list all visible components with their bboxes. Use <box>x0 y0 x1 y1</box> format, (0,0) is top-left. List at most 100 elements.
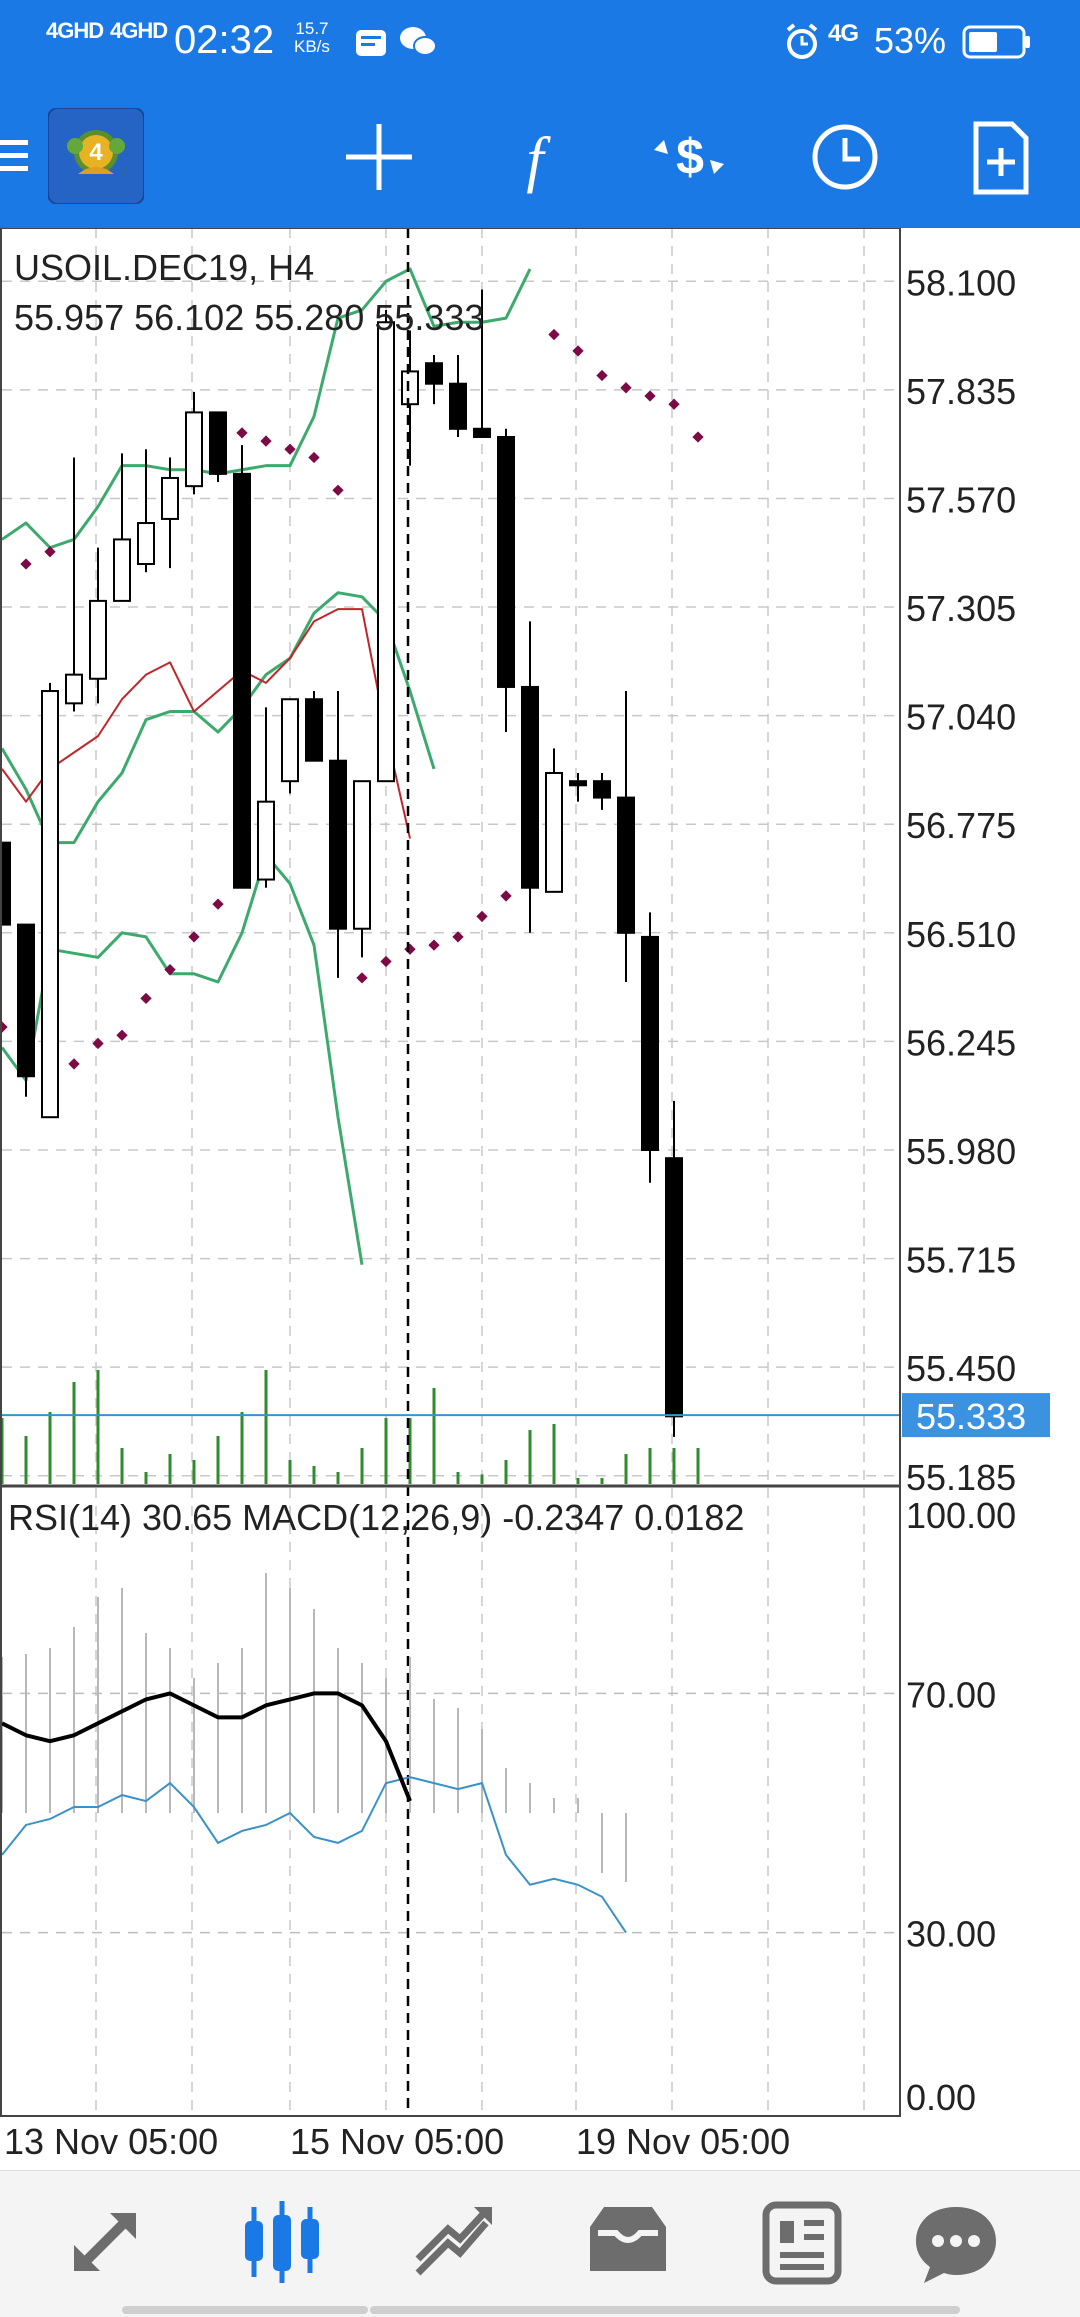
candle-body <box>281 698 299 783</box>
sar-point <box>668 398 680 410</box>
price-tick-label: 55.980 <box>906 1131 1016 1172</box>
time-tick-label: 15 Nov 05:00 <box>290 2121 504 2162</box>
svg-text:$: $ <box>676 129 704 185</box>
battery-icon <box>962 25 1030 59</box>
network-indicator-2: 4GHD <box>110 18 168 43</box>
trade-nav-icon[interactable] <box>404 2197 504 2287</box>
period-icon[interactable] <box>800 112 890 202</box>
candle-body <box>473 427 491 438</box>
sar-point <box>692 431 704 443</box>
sar-point <box>356 972 368 984</box>
sar-point <box>212 898 224 910</box>
sar-point <box>188 931 200 943</box>
time-tick-label: 13 Nov 05:00 <box>4 2121 218 2162</box>
candle-body <box>569 780 587 787</box>
price-tick-label: 56.245 <box>906 1022 1016 1063</box>
sar-point <box>428 939 440 951</box>
sar-point <box>20 558 32 570</box>
mt4-logo[interactable]: 4 <box>48 108 144 204</box>
price-tick-label: 55.450 <box>906 1348 1016 1389</box>
news-icon[interactable] <box>752 2197 852 2287</box>
candle-body <box>161 476 179 520</box>
candle-body <box>401 370 419 406</box>
sar-point <box>596 369 608 382</box>
chart-frame <box>0 227 901 2117</box>
candles <box>0 228 900 2116</box>
sar-point <box>644 390 656 402</box>
candle-body <box>593 780 611 799</box>
candle-body <box>113 538 131 602</box>
candle-body <box>185 411 203 488</box>
sar-point <box>548 328 560 341</box>
time-tick-label: 19 Nov 05:00 <box>576 2121 790 2162</box>
sar-point <box>260 435 272 447</box>
chart-grid <box>2 228 900 2116</box>
crosshair-icon[interactable] <box>334 112 424 202</box>
quotes-icon[interactable] <box>60 2197 160 2287</box>
sar-point <box>236 427 248 439</box>
sar-point <box>332 484 344 496</box>
price-tick-label: 57.040 <box>906 697 1016 738</box>
price-tick-label: 56.510 <box>906 914 1016 955</box>
candle-body <box>89 599 107 680</box>
ohlc-label: 55.957 56.102 55.280 55.333 <box>14 297 484 338</box>
price-chart[interactable]: USOIL.DEC19, H4 55.957 56.102 55.280 55.3… <box>0 227 1080 2170</box>
candle-body <box>641 935 659 1151</box>
candle-body <box>497 435 515 688</box>
network-indicator-3: 4G <box>828 20 859 47</box>
sar-point <box>68 1058 80 1070</box>
candle-body <box>257 800 275 881</box>
price-tick-label: 55.715 <box>906 1240 1016 1281</box>
price-tick-label: 57.305 <box>906 588 1016 629</box>
indicator-label: RSI(14) 30.65 MACD(12,26,9) -0.2347 0.01… <box>8 1497 744 1538</box>
candle-body <box>41 690 59 1119</box>
rsi-line <box>1 1776 627 1934</box>
sar-point <box>284 443 296 455</box>
candle-body <box>305 698 323 762</box>
macd-signal-line <box>1 1691 412 1802</box>
sar-point <box>308 451 320 464</box>
candle-body <box>449 382 467 430</box>
history-icon[interactable] <box>578 2197 678 2287</box>
sar-point <box>380 955 392 968</box>
candle-body <box>233 472 251 889</box>
app-notification-icon <box>356 30 386 56</box>
sar-point <box>92 1037 104 1050</box>
clock: 02:32 <box>174 18 275 62</box>
charts-icon[interactable] <box>232 2197 332 2287</box>
alarm-icon <box>786 23 818 59</box>
gesture-bar-left <box>122 2306 368 2314</box>
network-speed: 15.7 KB/s <box>294 19 330 56</box>
bollinger-upper-line <box>1 267 532 550</box>
chart-labels: USOIL.DEC19, H4 55.957 56.102 55.280 55.3… <box>4 247 1050 2162</box>
indicator-tick-label: 100.00 <box>906 1495 1016 1536</box>
candle-body <box>617 796 635 934</box>
sar-point <box>452 931 464 943</box>
status-bar: 4GHD 4GHD 02:32 15.7 KB/s 4G 53% <box>0 0 1080 86</box>
menu-icon[interactable] <box>0 136 30 176</box>
sar-point <box>572 345 584 357</box>
new-order-icon[interactable] <box>956 112 1046 202</box>
candle-body <box>377 321 395 783</box>
trade-icon[interactable]: $ <box>644 112 734 202</box>
battery-percent: 53% <box>874 20 947 61</box>
symbol-label: USOIL.DEC19, H4 <box>14 247 314 288</box>
parabolic-sar <box>0 328 704 1070</box>
price-tick-label: 55.185 <box>906 1457 1016 1498</box>
sar-point <box>620 382 632 394</box>
sar-point <box>116 1029 128 1041</box>
bollinger-middle-line <box>0 591 436 845</box>
indicators-icon[interactable]: f <box>490 112 580 202</box>
volume-bars <box>0 1370 700 1484</box>
chart-area[interactable]: USOIL.DEC19, H4 55.957 56.102 55.280 55.3… <box>0 227 1080 2170</box>
sar-point <box>500 890 512 902</box>
indicator-tick-label: 30.00 <box>906 1914 996 1955</box>
moving-average-line <box>1 608 411 839</box>
candle-body <box>353 780 371 930</box>
price-tick-label: 58.100 <box>906 262 1016 303</box>
chat-icon[interactable] <box>906 2197 1006 2287</box>
indicator-tick-label: 70.00 <box>906 1674 996 1715</box>
candle-body <box>545 771 563 893</box>
indicator-window <box>1 1573 627 1934</box>
current-price-tag <box>902 1393 1050 1438</box>
